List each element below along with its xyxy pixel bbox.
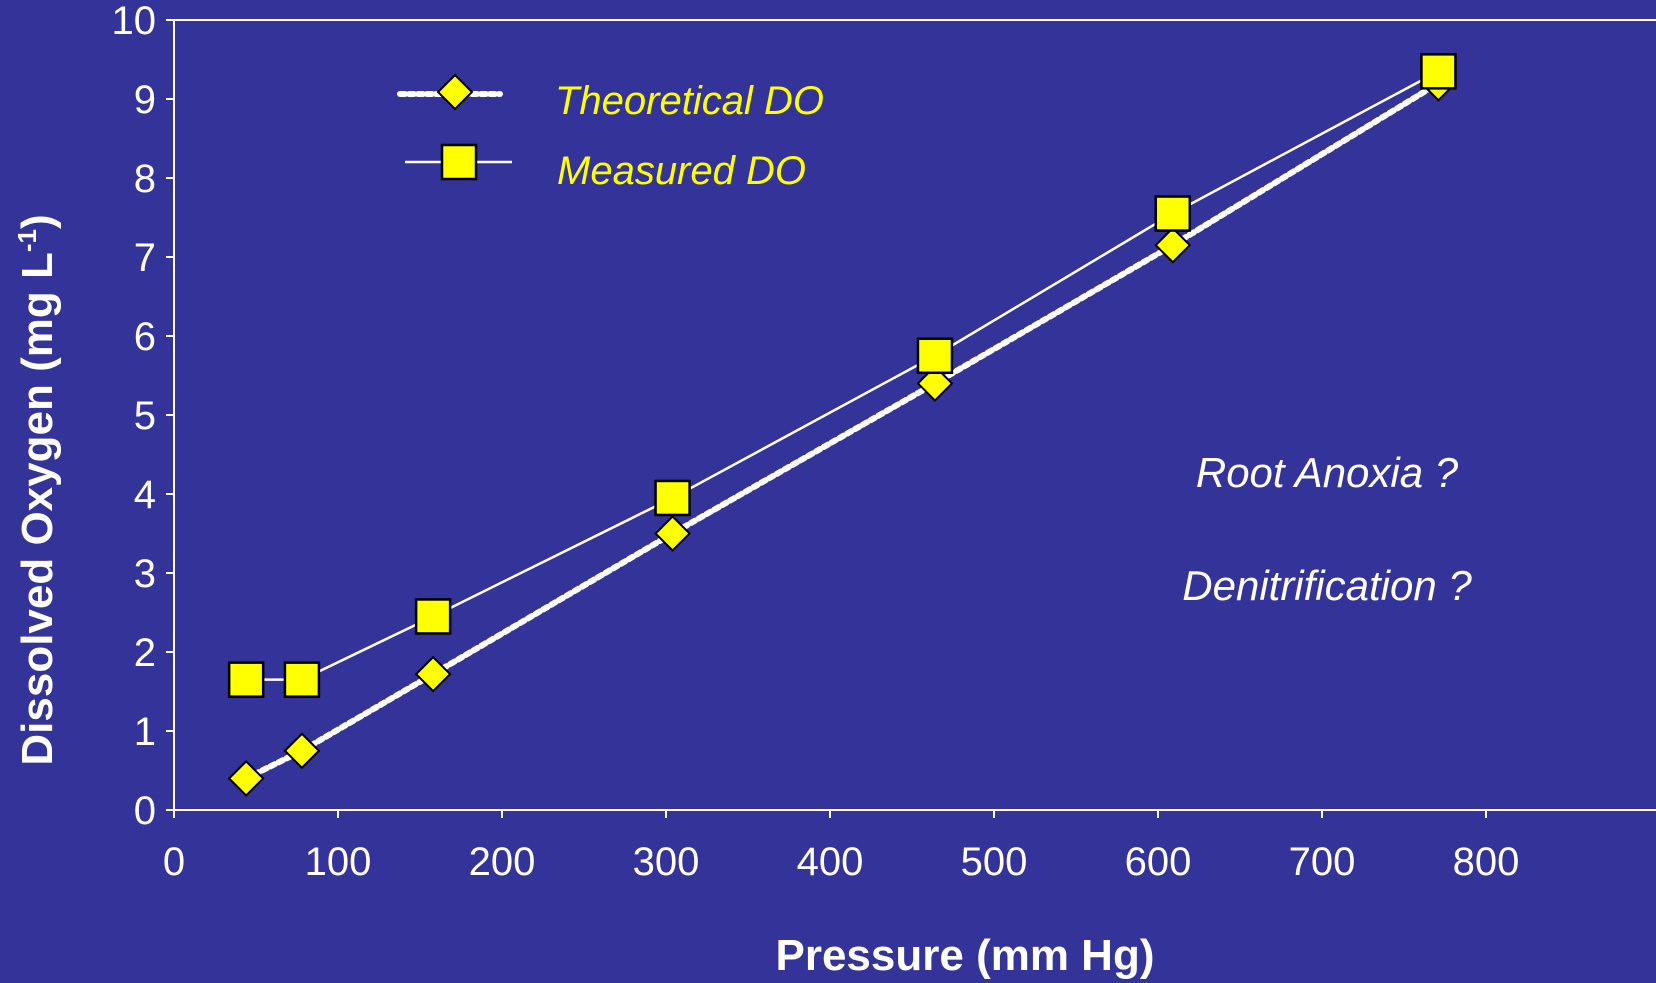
theoretical-do-point [1154,226,1192,264]
y-tick-label: 9 [134,78,156,122]
markers [227,53,1457,797]
y-tick-label: 2 [134,631,156,675]
y-axis-title-main: Dissolved Oxygen (mg L [13,252,62,765]
measured-do-point [283,661,321,698]
theoretical-do-point [654,515,691,552]
y-tick-label: 1 [134,710,156,754]
y-tick-label: 4 [134,473,156,517]
x-tick-label: 500 [961,840,1028,884]
x-tick-label: 300 [633,840,700,884]
measured-do-point [1154,195,1192,232]
x-tick-label: 800 [1453,840,1520,884]
legend-measured-label: Measured DO [557,149,806,193]
measured-do-point [1420,53,1457,90]
measured-do-point [414,598,452,635]
x-tick-label: 100 [305,840,372,884]
legend-measured-marker [440,143,478,181]
x-tick-label: 0 [163,840,185,884]
x-tick-label: 400 [797,840,864,884]
y-axis-title-sup: -1 [12,229,42,252]
x-tick-label: 700 [1289,840,1356,884]
y-tick-label: 10 [112,0,157,43]
measured-do-point [654,479,691,517]
y-tick-label: 5 [134,394,156,438]
legend-theoretical-label: Theoretical DO [555,79,824,123]
legend-theoretical-marker [436,73,474,111]
theoretical-do-point [916,364,954,402]
y-axis-title-close: ) [13,214,62,229]
legend: Theoretical DO Measured DO [397,73,824,193]
y-tick-label: 0 [134,789,156,833]
theoretical-do-point [283,732,321,770]
measured-do-point [227,661,265,698]
annotation-root-anoxia: Root Anoxia ? [1196,449,1459,496]
x-tick-label: 600 [1125,840,1192,884]
theoretical-do-point [227,759,265,797]
annotation-denitrification: Denitrification ? [1182,562,1472,609]
axes: 0 100 200 300 400 500 600 700 800 0 1 2 3 4 5 6 7 8 9 10 [112,0,1656,884]
y-tick-label: 6 [134,315,156,359]
y-tick-label: 8 [134,157,156,201]
y-tick-label: 3 [134,552,156,596]
x-tick-label: 200 [469,840,536,884]
theoretical-do-point [414,655,452,693]
x-axis-title: Pressure (mm Hg) [775,931,1154,980]
y-axis-title: Dissolved Oxygen (mg L-1) [12,214,62,765]
y-tick-label: 7 [134,236,156,280]
measured-do-point [916,337,954,374]
